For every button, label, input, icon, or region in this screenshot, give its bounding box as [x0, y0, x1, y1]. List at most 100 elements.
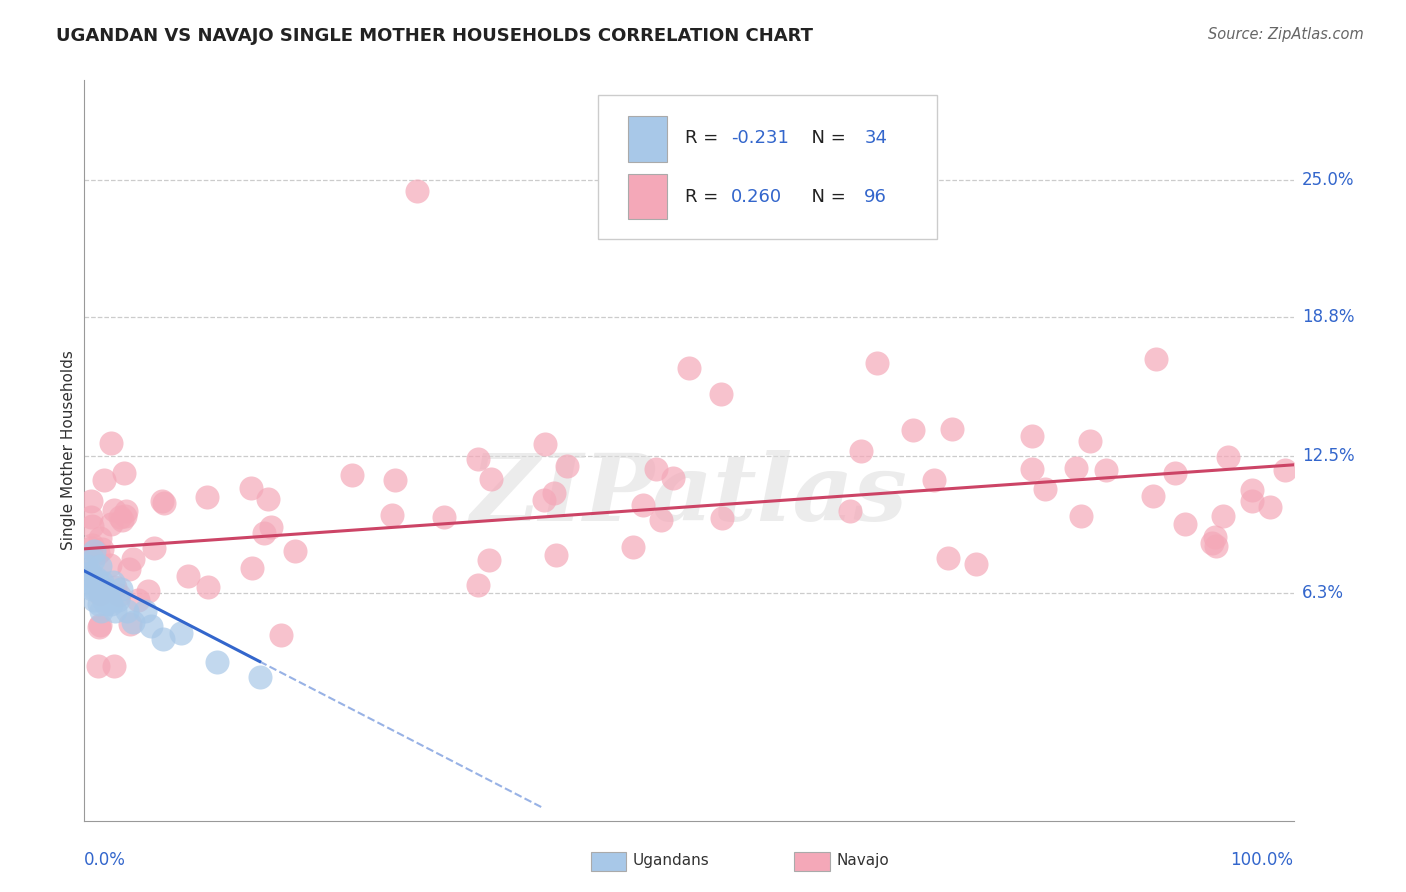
Point — [1080, 434, 1102, 449]
Point — [87, 597, 110, 611]
Point — [90, 582, 112, 597]
Point — [1274, 463, 1296, 477]
Point — [87, 546, 110, 560]
Text: R =: R = — [685, 129, 724, 147]
Text: N =: N = — [800, 129, 852, 147]
Text: Ugandans: Ugandans — [633, 854, 710, 868]
Point — [207, 655, 229, 669]
Point — [433, 510, 456, 524]
Text: 0.0%: 0.0% — [84, 851, 127, 869]
Point — [544, 548, 567, 562]
Point — [80, 519, 103, 533]
Point — [922, 473, 945, 487]
Point — [142, 541, 165, 555]
Text: UGANDAN VS NAVAJO SINGLE MOTHER HOUSEHOLDS CORRELATION CHART: UGANDAN VS NAVAJO SINGLE MOTHER HOUSEHOL… — [56, 27, 813, 45]
Point — [849, 444, 872, 458]
Point — [249, 670, 271, 684]
Point — [555, 459, 578, 474]
Text: N =: N = — [800, 188, 852, 206]
Point — [342, 467, 364, 482]
Point — [678, 360, 700, 375]
Bar — [628, 116, 668, 161]
Text: 0.260: 0.260 — [731, 188, 782, 206]
Point — [150, 493, 173, 508]
Point — [1240, 494, 1263, 508]
Point — [1146, 352, 1168, 367]
Point — [134, 604, 156, 618]
Point — [1212, 509, 1234, 524]
Text: Navajo: Navajo — [837, 854, 890, 868]
Point — [621, 540, 644, 554]
Point — [79, 566, 101, 581]
Point — [76, 559, 98, 574]
Point — [86, 659, 108, 673]
Point — [110, 582, 132, 596]
Point — [127, 593, 149, 607]
Point — [100, 517, 122, 532]
Bar — [628, 174, 668, 219]
Point — [114, 509, 136, 524]
Point — [93, 592, 115, 607]
Point — [1174, 516, 1197, 531]
Point — [479, 472, 502, 486]
Point — [381, 508, 404, 522]
Point — [89, 587, 111, 601]
Point — [533, 437, 555, 451]
Point — [100, 436, 122, 450]
Point — [1070, 509, 1092, 524]
Point — [384, 473, 406, 487]
Point — [107, 592, 129, 607]
Point — [107, 588, 129, 602]
Point — [84, 582, 107, 596]
Point — [80, 570, 103, 584]
Point — [533, 493, 555, 508]
Point — [86, 570, 108, 584]
Point — [1142, 489, 1164, 503]
Point — [91, 574, 114, 589]
Point — [121, 551, 143, 566]
Point — [90, 604, 112, 618]
Point — [91, 542, 114, 557]
Point — [80, 582, 103, 596]
Text: Source: ZipAtlas.com: Source: ZipAtlas.com — [1208, 27, 1364, 42]
Point — [115, 604, 138, 618]
Point — [543, 486, 565, 500]
Point — [152, 632, 174, 647]
Point — [103, 503, 125, 517]
Text: -0.231: -0.231 — [731, 129, 789, 147]
Point — [170, 625, 193, 640]
Point — [80, 510, 103, 524]
Text: ZIPatlas: ZIPatlas — [471, 450, 907, 540]
Point — [1021, 462, 1043, 476]
Point — [80, 493, 103, 508]
Point — [86, 574, 108, 589]
Point — [406, 184, 429, 198]
Point — [93, 473, 115, 487]
Point — [467, 578, 489, 592]
Point — [115, 504, 138, 518]
Point — [82, 553, 104, 567]
Point — [650, 513, 672, 527]
FancyBboxPatch shape — [599, 95, 936, 239]
Point — [478, 553, 501, 567]
Point — [110, 510, 132, 524]
Point — [97, 592, 120, 607]
Point — [103, 659, 125, 673]
Point — [177, 569, 200, 583]
Point — [1218, 450, 1240, 465]
Point — [838, 504, 860, 518]
Point — [284, 543, 307, 558]
Point — [1035, 483, 1057, 497]
Point — [197, 580, 219, 594]
Point — [1241, 483, 1264, 498]
Point — [121, 615, 143, 629]
Point — [644, 462, 666, 476]
Point — [1201, 535, 1223, 549]
Point — [1164, 466, 1187, 480]
Point — [104, 580, 127, 594]
Point — [240, 481, 263, 495]
Point — [96, 588, 118, 602]
Point — [100, 597, 122, 611]
Point — [256, 491, 278, 506]
Y-axis label: Single Mother Households: Single Mother Households — [60, 351, 76, 550]
